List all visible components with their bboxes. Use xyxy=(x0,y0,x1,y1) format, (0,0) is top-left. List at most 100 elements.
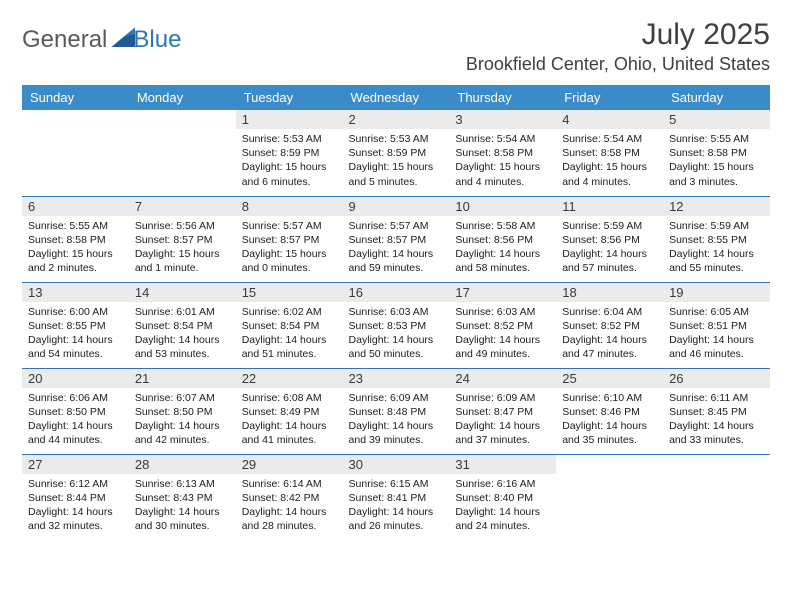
calendar-day-cell: 11Sunrise: 5:59 AMSunset: 8:56 PMDayligh… xyxy=(556,196,663,282)
calendar-day-cell: 14Sunrise: 6:01 AMSunset: 8:54 PMDayligh… xyxy=(129,282,236,368)
calendar-day-cell: 9Sunrise: 5:57 AMSunset: 8:57 PMDaylight… xyxy=(343,196,450,282)
calendar-day-cell xyxy=(129,110,236,196)
logo-word2: Blue xyxy=(133,26,181,54)
day-number: 30 xyxy=(343,455,450,474)
calendar-week-row: 13Sunrise: 6:00 AMSunset: 8:55 PMDayligh… xyxy=(22,282,770,368)
calendar-day-cell xyxy=(663,454,770,540)
daylight-text: Daylight: 14 hours and 24 minutes. xyxy=(455,505,550,533)
sunrise-text: Sunrise: 6:02 AM xyxy=(242,305,337,319)
sunrise-text: Sunrise: 6:06 AM xyxy=(28,391,123,405)
calendar-day-cell: 17Sunrise: 6:03 AMSunset: 8:52 PMDayligh… xyxy=(449,282,556,368)
calendar-day-cell: 6Sunrise: 5:55 AMSunset: 8:58 PMDaylight… xyxy=(22,196,129,282)
daylight-text: Daylight: 14 hours and 41 minutes. xyxy=(242,419,337,447)
day-details: Sunrise: 5:54 AMSunset: 8:58 PMDaylight:… xyxy=(449,129,556,193)
day-number: 20 xyxy=(22,369,129,388)
sunset-text: Sunset: 8:40 PM xyxy=(455,491,550,505)
calendar-week-row: 27Sunrise: 6:12 AMSunset: 8:44 PMDayligh… xyxy=(22,454,770,540)
daylight-text: Daylight: 14 hours and 26 minutes. xyxy=(349,505,444,533)
sunrise-text: Sunrise: 6:09 AM xyxy=(349,391,444,405)
sunset-text: Sunset: 8:49 PM xyxy=(242,405,337,419)
day-number: 15 xyxy=(236,283,343,302)
day-number: 21 xyxy=(129,369,236,388)
sunrise-text: Sunrise: 6:04 AM xyxy=(562,305,657,319)
calendar-day-cell: 10Sunrise: 5:58 AMSunset: 8:56 PMDayligh… xyxy=(449,196,556,282)
day-details: Sunrise: 5:59 AMSunset: 8:55 PMDaylight:… xyxy=(663,216,770,280)
sunrise-text: Sunrise: 6:07 AM xyxy=(135,391,230,405)
calendar-day-cell: 2Sunrise: 5:53 AMSunset: 8:59 PMDaylight… xyxy=(343,110,450,196)
sunrise-text: Sunrise: 6:03 AM xyxy=(455,305,550,319)
calendar-day-cell: 18Sunrise: 6:04 AMSunset: 8:52 PMDayligh… xyxy=(556,282,663,368)
sunrise-text: Sunrise: 5:57 AM xyxy=(242,219,337,233)
daylight-text: Daylight: 14 hours and 32 minutes. xyxy=(28,505,123,533)
sunrise-text: Sunrise: 5:56 AM xyxy=(135,219,230,233)
sunset-text: Sunset: 8:54 PM xyxy=(242,319,337,333)
calendar-day-cell: 23Sunrise: 6:09 AMSunset: 8:48 PMDayligh… xyxy=(343,368,450,454)
day-details: Sunrise: 5:54 AMSunset: 8:58 PMDaylight:… xyxy=(556,129,663,193)
daylight-text: Daylight: 15 hours and 4 minutes. xyxy=(562,160,657,188)
calendar-day-cell: 30Sunrise: 6:15 AMSunset: 8:41 PMDayligh… xyxy=(343,454,450,540)
day-number: 27 xyxy=(22,455,129,474)
calendar-day-cell: 20 Sunrise: 6:06 AMSunset: 8:50 PMDayligh… xyxy=(22,368,129,454)
weekday-header: Sunday xyxy=(22,85,129,110)
daylight-text: Daylight: 14 hours and 59 minutes. xyxy=(349,247,444,275)
day-number: 9 xyxy=(343,197,450,216)
calendar-week-row: 6Sunrise: 5:55 AMSunset: 8:58 PMDaylight… xyxy=(22,196,770,282)
sunrise-text: Sunrise: 6:13 AM xyxy=(135,477,230,491)
daylight-text: Daylight: 14 hours and 50 minutes. xyxy=(349,333,444,361)
day-number: 19 xyxy=(663,283,770,302)
weekday-header: Tuesday xyxy=(236,85,343,110)
daylight-text: Daylight: 15 hours and 1 minute. xyxy=(135,247,230,275)
day-number: 26 xyxy=(663,369,770,388)
sunset-text: Sunset: 8:55 PM xyxy=(669,233,764,247)
calendar-day-cell: 5Sunrise: 5:55 AMSunset: 8:58 PMDaylight… xyxy=(663,110,770,196)
daylight-text: Daylight: 15 hours and 5 minutes. xyxy=(349,160,444,188)
day-details: Sunrise: 5:53 AMSunset: 8:59 PMDaylight:… xyxy=(343,129,450,193)
day-number: 3 xyxy=(449,110,556,129)
day-details: Sunrise: 6:10 AMSunset: 8:46 PMDaylight:… xyxy=(556,388,663,452)
sunrise-text: Sunrise: 5:55 AM xyxy=(28,219,123,233)
sunrise-text: Sunrise: 6:09 AM xyxy=(455,391,550,405)
day-details: Sunrise: 6:11 AMSunset: 8:45 PMDaylight:… xyxy=(663,388,770,452)
logo: General Blue xyxy=(22,18,181,54)
daylight-text: Daylight: 15 hours and 2 minutes. xyxy=(28,247,123,275)
day-details: Sunrise: 6:07 AMSunset: 8:50 PMDaylight:… xyxy=(129,388,236,452)
day-number: 4 xyxy=(556,110,663,129)
sunrise-text: Sunrise: 5:54 AM xyxy=(562,132,657,146)
calendar-week-row: 20Sunrise: 6:06 AMSunset: 8:50 PMDayligh… xyxy=(22,368,770,454)
day-number: 31 xyxy=(449,455,556,474)
sunrise-text: Sunrise: 6:00 AM xyxy=(28,305,123,319)
sunrise-text: Sunrise: 6:16 AM xyxy=(455,477,550,491)
daylight-text: Daylight: 14 hours and 46 minutes. xyxy=(669,333,764,361)
sunset-text: Sunset: 8:57 PM xyxy=(135,233,230,247)
day-number: 14 xyxy=(129,283,236,302)
daylight-text: Daylight: 14 hours and 39 minutes. xyxy=(349,419,444,447)
sunset-text: Sunset: 8:58 PM xyxy=(455,146,550,160)
calendar-day-cell: 15Sunrise: 6:02 AMSunset: 8:54 PMDayligh… xyxy=(236,282,343,368)
daylight-text: Daylight: 14 hours and 54 minutes. xyxy=(28,333,123,361)
weekday-header: Friday xyxy=(556,85,663,110)
daylight-text: Daylight: 14 hours and 44 minutes. xyxy=(28,419,123,447)
calendar-day-cell: 26Sunrise: 6:11 AMSunset: 8:45 PMDayligh… xyxy=(663,368,770,454)
day-details: Sunrise: 5:57 AMSunset: 8:57 PMDaylight:… xyxy=(343,216,450,280)
sunset-text: Sunset: 8:47 PM xyxy=(455,405,550,419)
weekday-header: Saturday xyxy=(663,85,770,110)
sunset-text: Sunset: 8:50 PM xyxy=(28,405,123,419)
sunset-text: Sunset: 8:51 PM xyxy=(669,319,764,333)
calendar-day-cell xyxy=(22,110,129,196)
daylight-text: Daylight: 14 hours and 37 minutes. xyxy=(455,419,550,447)
sunset-text: Sunset: 8:52 PM xyxy=(455,319,550,333)
day-number: 12 xyxy=(663,197,770,216)
daylight-text: Daylight: 14 hours and 58 minutes. xyxy=(455,247,550,275)
sunset-text: Sunset: 8:56 PM xyxy=(455,233,550,247)
day-number: 17 xyxy=(449,283,556,302)
sunset-text: Sunset: 8:42 PM xyxy=(242,491,337,505)
day-details: Sunrise: 6:12 AMSunset: 8:44 PMDaylight:… xyxy=(22,474,129,538)
calendar-day-cell: 7 Sunrise: 5:56 AMSunset: 8:57 PMDaylight… xyxy=(129,196,236,282)
calendar-day-cell: 25Sunrise: 6:10 AMSunset: 8:46 PMDayligh… xyxy=(556,368,663,454)
calendar-day-cell: 28Sunrise: 6:13 AMSunset: 8:43 PMDayligh… xyxy=(129,454,236,540)
sunset-text: Sunset: 8:50 PM xyxy=(135,405,230,419)
day-number: 2 xyxy=(343,110,450,129)
day-number: 7 xyxy=(129,197,236,216)
sunset-text: Sunset: 8:57 PM xyxy=(349,233,444,247)
calendar-day-cell: 29Sunrise: 6:14 AMSunset: 8:42 PMDayligh… xyxy=(236,454,343,540)
